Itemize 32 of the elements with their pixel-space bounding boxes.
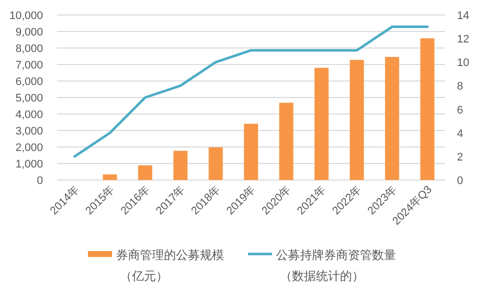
legend-label: 公募持牌券商资管数量（数据统计的） xyxy=(276,248,396,283)
y2-tick-label: 10 xyxy=(457,57,470,70)
y-tick-label: 3,000 xyxy=(15,126,43,138)
y-tick-label: 6,000 xyxy=(15,76,43,88)
y2-tick-label: 14 xyxy=(457,10,470,22)
y-tick-label: 8,000 xyxy=(15,43,43,55)
bar xyxy=(314,68,329,180)
y2-tick-label: 0 xyxy=(457,175,464,187)
bar xyxy=(138,165,152,180)
y-tick-label: 10,000 xyxy=(9,10,43,22)
y-tick-label: 2,000 xyxy=(15,142,43,154)
y-tick-label: 5,000 xyxy=(15,92,43,104)
y2-tick-label: 12 xyxy=(457,34,470,46)
bar xyxy=(385,56,400,180)
bar xyxy=(102,174,117,180)
bar xyxy=(208,147,223,180)
bar xyxy=(173,150,188,180)
y-tick-label: 9,000 xyxy=(15,26,43,38)
bar xyxy=(350,60,364,180)
y2-tick-label: 8 xyxy=(457,80,464,93)
y2-tick-label: 2 xyxy=(457,151,464,164)
y-tick-label: 7,000 xyxy=(15,60,43,72)
line-series xyxy=(73,26,429,158)
y2-tick-label: 6 xyxy=(457,104,464,116)
legend-label: 券商管理的公募规模（亿元） xyxy=(116,248,224,283)
y-tick-label: 0 xyxy=(36,175,43,187)
y2-tick-label: 4 xyxy=(457,128,464,140)
y-tick-label: 1,000 xyxy=(15,158,43,170)
bar xyxy=(279,102,294,180)
y-tick-label: 4,000 xyxy=(15,109,43,121)
bar xyxy=(420,38,434,180)
bar xyxy=(244,124,258,180)
